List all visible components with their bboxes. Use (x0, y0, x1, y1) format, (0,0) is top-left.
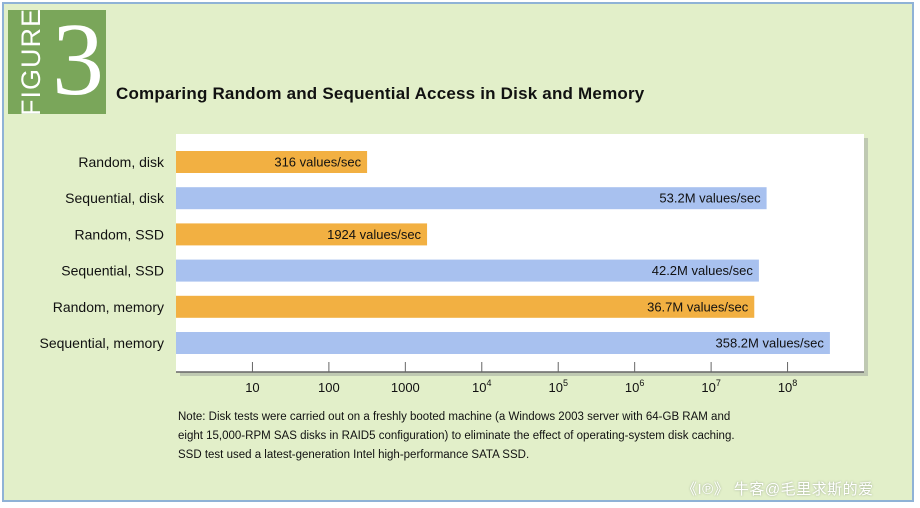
x-tick-label: 100 (318, 380, 340, 395)
chart-title: Comparing Random and Sequential Access i… (116, 84, 645, 103)
x-tick-label: 108 (778, 378, 797, 395)
chart-note-line: Note: Disk tests were carried out on a f… (178, 411, 731, 423)
chart-note-line: SSD test used a latest-generation Intel … (178, 449, 530, 461)
bar (176, 223, 428, 246)
bar-value-label: 53.2M values/sec (659, 191, 761, 206)
x-tick-label: 107 (701, 378, 720, 395)
category-label: Sequential, memory (39, 335, 164, 351)
x-tick-label: 10 (245, 380, 259, 395)
bar-value-label: 358.2M values/sec (716, 336, 825, 351)
bar (176, 187, 767, 210)
x-tick-label: 105 (548, 378, 567, 395)
bar-value-label: 1924 values/sec (327, 227, 421, 242)
figure-number: 3 (52, 2, 104, 117)
category-label: Sequential, disk (65, 190, 165, 206)
bar-value-label: 36.7M values/sec (647, 299, 749, 314)
bar (176, 295, 755, 318)
bar-value-label: 316 values/sec (274, 155, 361, 170)
x-tick-label: 106 (625, 378, 644, 395)
bar-value-label: 42.2M values/sec (652, 263, 754, 278)
x-tick-label: 104 (472, 378, 491, 395)
x-tick-label: 1000 (391, 380, 420, 395)
chart-note: Note: Disk tests were carried out on a f… (178, 408, 808, 465)
chart-note-line: eight 15,000-RPM SAS disks in RAID5 conf… (178, 430, 735, 442)
figure-badge: FIGURE 3 (8, 6, 106, 116)
category-label: Sequential, SSD (61, 263, 164, 279)
category-label: Random, SSD (75, 226, 164, 242)
bar (176, 151, 368, 173)
category-label: Random, memory (53, 299, 164, 315)
bar (176, 259, 759, 282)
category-label: Random, disk (78, 154, 165, 170)
watermark: 《Ι℗》 牛客@毛里求斯的爱 (682, 481, 874, 498)
bar (176, 332, 830, 354)
